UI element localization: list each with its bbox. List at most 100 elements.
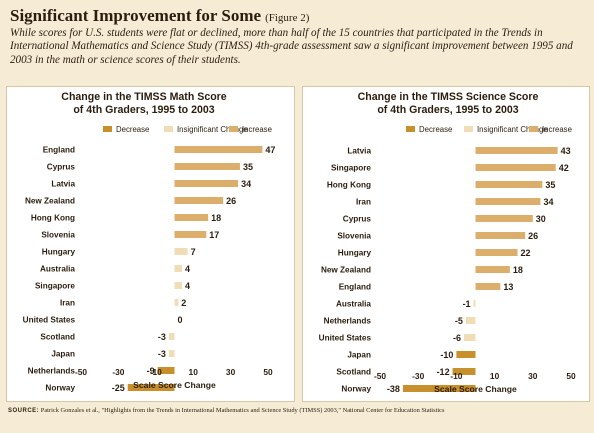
science-x-tick-label: 30 bbox=[528, 371, 538, 381]
math-value-label: -9 bbox=[147, 366, 155, 376]
math-bar bbox=[174, 146, 263, 153]
math-bar bbox=[174, 248, 188, 255]
science-x-axis-label: Scale Score Change bbox=[434, 384, 517, 394]
science-bar bbox=[475, 232, 526, 239]
science-value-label: 43 bbox=[561, 146, 571, 156]
math-category-label: Norway bbox=[45, 384, 75, 393]
science-x-tick-label: -30 bbox=[412, 371, 424, 381]
science-bar bbox=[475, 283, 501, 290]
source-label: SOURCE: bbox=[8, 408, 40, 414]
science-category-label: Norway bbox=[341, 385, 371, 394]
math-value-label: 17 bbox=[209, 230, 219, 240]
science-legend-swatch-increase bbox=[529, 126, 538, 132]
science-value-label: 42 bbox=[559, 163, 569, 173]
science-chart-panel: Change in the TIMSS Science Score of 4th … bbox=[302, 86, 590, 402]
science-category-label: England bbox=[339, 283, 371, 292]
science-bar bbox=[475, 266, 510, 273]
math-title-line-2: of 4th Graders, 1995 to 2003 bbox=[73, 104, 214, 116]
math-x-tick-label: 30 bbox=[226, 367, 236, 377]
math-value-label: 35 bbox=[243, 162, 253, 172]
science-bar bbox=[475, 215, 533, 222]
figure-description: While scores for U.S. students were flat… bbox=[10, 27, 573, 66]
science-title-line-2: of 4th Graders, 1995 to 2003 bbox=[377, 104, 518, 116]
science-category-label: Cyprus bbox=[343, 215, 372, 224]
science-x-tick-label: -50 bbox=[374, 371, 386, 381]
science-category-label: Netherlands bbox=[324, 317, 372, 326]
science-category-label: Slovenia bbox=[337, 232, 371, 241]
science-bar bbox=[402, 385, 476, 392]
science-x-tick-label: 10 bbox=[490, 371, 500, 381]
math-value-label: 4 bbox=[185, 264, 190, 274]
science-legend-label-increase: Increase bbox=[542, 125, 572, 134]
math-bar bbox=[174, 265, 182, 272]
science-bar bbox=[465, 317, 476, 324]
source-note: SOURCE: Patrick Gonzales et al., "Highli… bbox=[8, 407, 588, 414]
math-category-label: Japan bbox=[51, 350, 75, 359]
math-category-label: Singapore bbox=[35, 282, 75, 291]
math-bar bbox=[174, 299, 179, 306]
science-category-label: Iran bbox=[356, 198, 371, 207]
science-bar bbox=[456, 351, 476, 358]
science-category-label: Australia bbox=[336, 300, 371, 309]
math-category-label: Australia bbox=[40, 265, 75, 274]
math-x-tick-label: -10 bbox=[150, 367, 162, 377]
science-legend-label-decrease: Decrease bbox=[419, 125, 452, 134]
math-value-label: 4 bbox=[185, 281, 190, 291]
math-value-label: -25 bbox=[112, 383, 125, 393]
math-category-label: England bbox=[43, 146, 75, 155]
science-value-label: -12 bbox=[437, 367, 450, 377]
math-value-label: 34 bbox=[241, 179, 251, 189]
math-x-tick-label: -30 bbox=[112, 367, 124, 377]
math-bar bbox=[127, 384, 175, 391]
math-category-label: New Zealand bbox=[25, 197, 75, 206]
math-legend-swatch-increase bbox=[229, 126, 238, 132]
math-bar bbox=[174, 180, 239, 187]
science-title-line-1: Change in the TIMSS Science Score bbox=[358, 91, 539, 103]
math-category-label: United States bbox=[23, 316, 76, 325]
math-category-label: Cyprus bbox=[47, 163, 76, 172]
science-bar bbox=[475, 147, 558, 154]
figure-tag: (Figure 2) bbox=[265, 12, 310, 24]
math-bar bbox=[157, 367, 175, 374]
science-value-label: 18 bbox=[513, 265, 523, 275]
science-value-label: -38 bbox=[387, 384, 400, 394]
source-text: Patrick Gonzales et al., "Highlights fro… bbox=[40, 407, 445, 414]
math-value-label: 0 bbox=[178, 315, 183, 325]
math-legend-label-increase: Increase bbox=[242, 125, 272, 134]
science-value-label: 13 bbox=[503, 282, 513, 292]
math-value-label: -3 bbox=[158, 349, 166, 359]
figure-title-text: Significant Improvement for Some bbox=[10, 6, 262, 25]
math-x-axis-label: Scale Score Change bbox=[133, 380, 216, 390]
science-category-label: United States bbox=[319, 334, 372, 343]
math-value-label: 7 bbox=[191, 247, 196, 257]
math-value-label: 18 bbox=[211, 213, 221, 223]
math-bar bbox=[174, 282, 182, 289]
math-bar bbox=[168, 333, 175, 340]
science-bar bbox=[475, 181, 543, 188]
math-legend-label-decrease: Decrease bbox=[116, 125, 149, 134]
math-legend-label-insignificant: Insignificant Change bbox=[177, 125, 248, 134]
science-x-tick-label: 50 bbox=[566, 371, 576, 381]
math-bar bbox=[174, 231, 207, 238]
science-bar bbox=[464, 334, 476, 341]
math-legend-swatch-decrease bbox=[103, 126, 112, 132]
math-value-label: 2 bbox=[181, 298, 186, 308]
math-value-label: 47 bbox=[265, 145, 275, 155]
science-value-label: 22 bbox=[521, 248, 531, 258]
math-bar bbox=[168, 350, 175, 357]
math-x-tick-label: 10 bbox=[189, 367, 199, 377]
math-bar bbox=[174, 163, 240, 170]
math-category-label: Hong Kong bbox=[31, 214, 75, 223]
math-category-label: Hungary bbox=[42, 248, 76, 257]
science-value-label: 35 bbox=[545, 180, 555, 190]
math-title-line-1: Change in the TIMSS Math Score bbox=[61, 91, 227, 103]
science-category-label: Scotland bbox=[336, 368, 371, 377]
science-x-tick-label: -10 bbox=[450, 371, 462, 381]
math-category-label: Latvia bbox=[51, 180, 75, 189]
science-value-label: -10 bbox=[440, 350, 453, 360]
science-bar bbox=[475, 249, 518, 256]
science-category-label: Hong Kong bbox=[327, 181, 371, 190]
science-value-label: -5 bbox=[455, 316, 463, 326]
